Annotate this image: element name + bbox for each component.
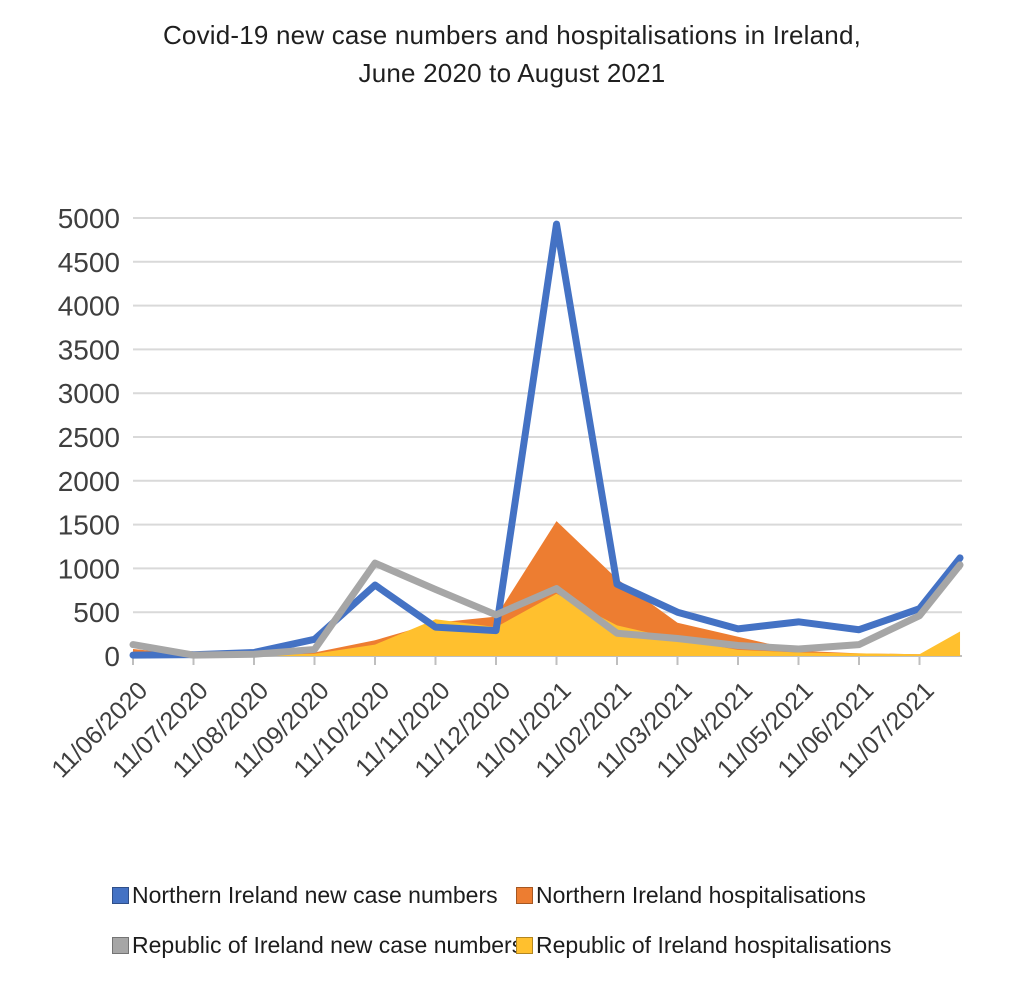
chart-title-line2: June 2020 to August 2021 [358, 58, 666, 88]
legend-swatch-blue-icon [112, 887, 129, 904]
area-series [133, 521, 961, 656]
legend-label-roi-hospitalisations: Republic of Ireland hospitalisations [536, 932, 892, 958]
y-tick-label: 4500 [58, 247, 120, 278]
y-tick-label: 500 [73, 597, 120, 628]
legend-swatch-orange-icon [516, 887, 533, 904]
legend-item-ni-new-cases: Northern Ireland new case numbers [112, 882, 498, 909]
legend-label-roi-new-cases: Republic of Ireland new case numbers [132, 932, 524, 958]
y-tick-label: 0 [104, 641, 120, 672]
line-series [129, 559, 964, 659]
y-tick-label: 5000 [58, 203, 120, 234]
y-tick-label: 1500 [58, 510, 120, 541]
chart-title-line1: Covid-19 new case numbers and hospitalis… [162, 20, 862, 50]
legend-label-ni-hospitalisations: Northern Ireland hospitalisations [536, 882, 866, 908]
y-tick-label: 3500 [58, 334, 120, 365]
legend-label-ni-new-cases: Northern Ireland new case numbers [132, 882, 498, 908]
legend-item-roi-hospitalisations: Republic of Ireland hospitalisations [516, 932, 891, 959]
chart-title: Covid-19 new case numbers and hospitalis… [0, 16, 1024, 92]
legend-item-roi-new-cases: Republic of Ireland new case numbers [112, 932, 523, 959]
line-series [129, 220, 964, 659]
legend-swatch-yellow-icon [516, 937, 533, 954]
y-tick-label: 3000 [58, 378, 120, 409]
y-tick-label: 4000 [58, 291, 120, 322]
y-tick-label: 2000 [58, 466, 120, 497]
area-series [133, 593, 961, 656]
y-tick-label: 2500 [58, 422, 120, 453]
legend-item-ni-hospitalisations: Northern Ireland hospitalisations [516, 882, 866, 909]
covid-combo-chart: 0 500 1000 1500 2000 2500 3000 3500 4000 4500 5000… [46, 203, 964, 783]
legend-swatch-gray-icon [112, 937, 129, 954]
y-tick-label: 1000 [58, 553, 120, 584]
